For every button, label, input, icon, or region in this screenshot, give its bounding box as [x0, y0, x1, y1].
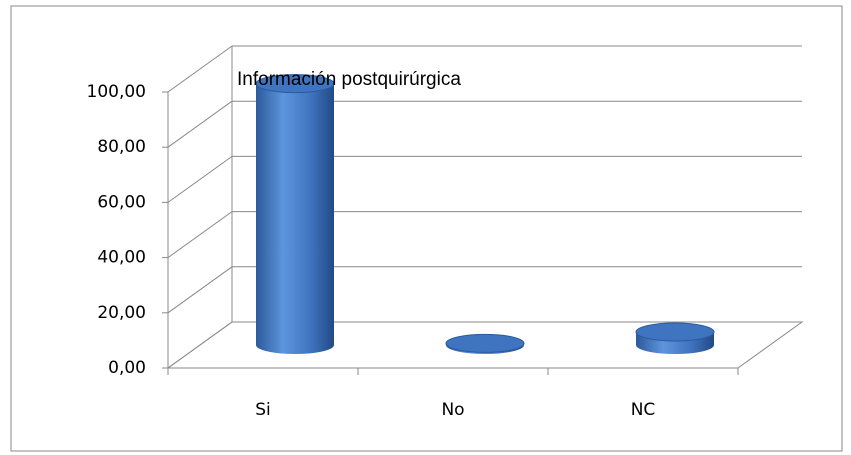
x-tick-label: No — [441, 400, 464, 420]
x-tick-label: NC — [631, 400, 656, 420]
grid-line — [167, 155, 233, 203]
y-tick-label: 0,00 — [108, 358, 146, 378]
y-tick-label: 100,00 — [87, 82, 146, 102]
grid-line — [167, 211, 233, 259]
bar — [445, 333, 525, 354]
grid-line — [167, 100, 233, 148]
chart-title: Información postquirúrgica — [237, 69, 461, 90]
grid-line — [167, 266, 233, 314]
bar — [255, 74, 335, 355]
grid-line — [167, 45, 233, 93]
x-tick-label: Si — [255, 400, 271, 420]
y-tick-label: 80,00 — [97, 137, 146, 157]
y-tick-label: 60,00 — [97, 192, 146, 212]
chart-border — [10, 5, 843, 452]
y-tick-label: 40,00 — [97, 248, 146, 268]
y-tick-label: 20,00 — [97, 303, 146, 323]
bar — [635, 322, 715, 354]
grid-line — [167, 321, 233, 369]
